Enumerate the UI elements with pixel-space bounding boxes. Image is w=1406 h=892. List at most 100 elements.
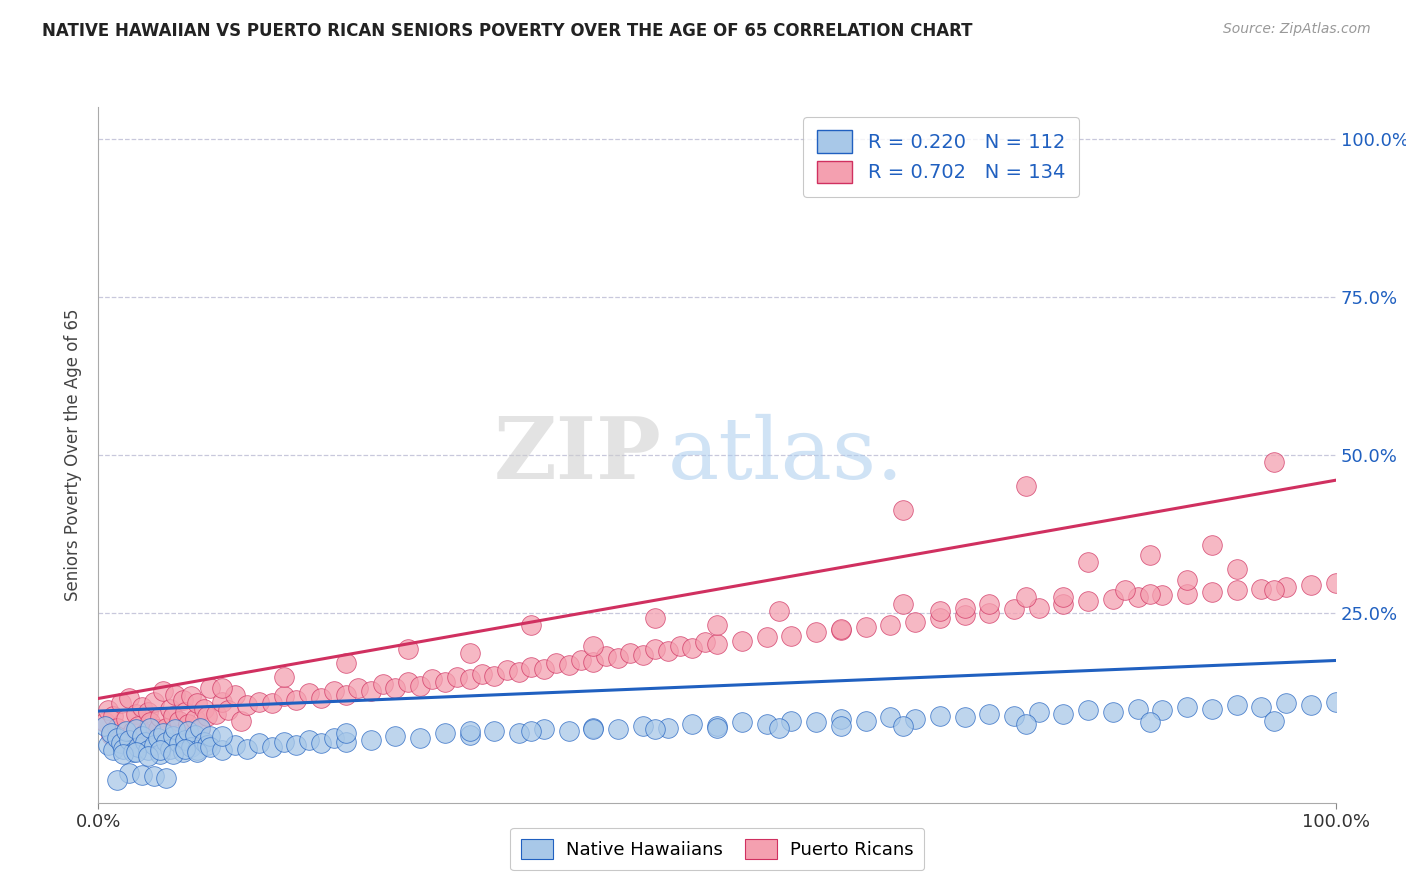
- Point: [136, 726, 159, 740]
- Point: [371, 606, 394, 620]
- Point: [1114, 435, 1136, 450]
- Point: [285, 634, 308, 648]
- Point: [124, 730, 146, 744]
- Point: [879, 499, 901, 513]
- Point: [1226, 435, 1249, 450]
- Point: [644, 486, 666, 500]
- Point: [1052, 660, 1074, 674]
- Point: [657, 685, 679, 699]
- Point: [1002, 470, 1025, 484]
- Point: [172, 730, 194, 744]
- Point: [180, 628, 202, 642]
- Point: [422, 597, 444, 611]
- Point: [224, 625, 246, 640]
- Point: [607, 558, 630, 573]
- Point: [595, 556, 617, 570]
- Point: [247, 714, 270, 728]
- Point: [167, 673, 190, 687]
- Point: [1015, 245, 1038, 260]
- Point: [669, 536, 692, 550]
- Point: [285, 716, 308, 731]
- Point: [830, 505, 852, 519]
- Point: [409, 704, 432, 718]
- Point: [146, 688, 169, 702]
- Point: [830, 508, 852, 522]
- Point: [195, 716, 218, 731]
- Point: [681, 679, 703, 693]
- Point: [396, 603, 419, 617]
- Point: [657, 546, 679, 560]
- Point: [706, 499, 728, 513]
- Point: [105, 780, 128, 794]
- Point: [112, 732, 135, 747]
- Point: [309, 632, 332, 646]
- Point: [830, 681, 852, 696]
- Point: [693, 530, 716, 544]
- Point: [1139, 442, 1161, 456]
- Point: [217, 653, 239, 667]
- Point: [891, 681, 914, 696]
- Point: [1226, 397, 1249, 411]
- Point: [1324, 638, 1347, 652]
- Point: [211, 726, 233, 740]
- Point: [619, 549, 641, 563]
- Legend: Native Hawaiians, Puerto Ricans: Native Hawaiians, Puerto Ricans: [510, 828, 924, 871]
- Point: [149, 732, 172, 747]
- Point: [184, 698, 207, 712]
- Point: [731, 527, 754, 541]
- Point: [110, 640, 132, 655]
- Point: [484, 691, 506, 706]
- Point: [582, 685, 605, 699]
- Point: [229, 673, 252, 687]
- Point: [644, 688, 666, 702]
- Point: [681, 540, 703, 554]
- Point: [198, 720, 221, 734]
- Point: [433, 603, 456, 617]
- Point: [1077, 454, 1099, 468]
- Point: [508, 583, 530, 598]
- Point: [93, 675, 115, 690]
- Point: [127, 681, 149, 696]
- Point: [706, 533, 728, 548]
- Point: [97, 716, 120, 731]
- Point: [953, 467, 976, 481]
- Point: [360, 618, 382, 632]
- Point: [211, 638, 233, 652]
- Point: [508, 695, 530, 709]
- Point: [124, 660, 146, 674]
- Point: [159, 723, 181, 737]
- Point: [167, 714, 190, 728]
- Point: [582, 565, 605, 579]
- Point: [1201, 650, 1223, 665]
- Point: [409, 609, 432, 624]
- Text: atlas.: atlas.: [668, 413, 904, 497]
- Point: [979, 660, 1001, 674]
- Point: [159, 650, 181, 665]
- Point: [100, 698, 122, 712]
- Point: [1139, 372, 1161, 386]
- Point: [446, 593, 468, 607]
- Point: [180, 720, 202, 734]
- Text: Source: ZipAtlas.com: Source: ZipAtlas.com: [1223, 22, 1371, 37]
- Point: [644, 542, 666, 557]
- Point: [1175, 647, 1198, 661]
- Point: [1201, 353, 1223, 368]
- Point: [122, 730, 145, 744]
- Point: [1263, 435, 1285, 450]
- Point: [607, 688, 630, 702]
- Point: [1175, 417, 1198, 431]
- Point: [1299, 644, 1322, 658]
- Point: [1299, 425, 1322, 440]
- Point: [1201, 438, 1223, 452]
- Point: [186, 726, 208, 740]
- Point: [1152, 444, 1174, 458]
- Point: [124, 688, 146, 702]
- Point: [174, 707, 197, 722]
- Point: [97, 653, 120, 667]
- Point: [112, 710, 135, 724]
- Point: [855, 501, 877, 516]
- Y-axis label: Seniors Poverty Over the Age of 65: Seniors Poverty Over the Age of 65: [65, 309, 83, 601]
- Point: [1152, 653, 1174, 667]
- Point: [139, 685, 162, 699]
- Point: [953, 479, 976, 493]
